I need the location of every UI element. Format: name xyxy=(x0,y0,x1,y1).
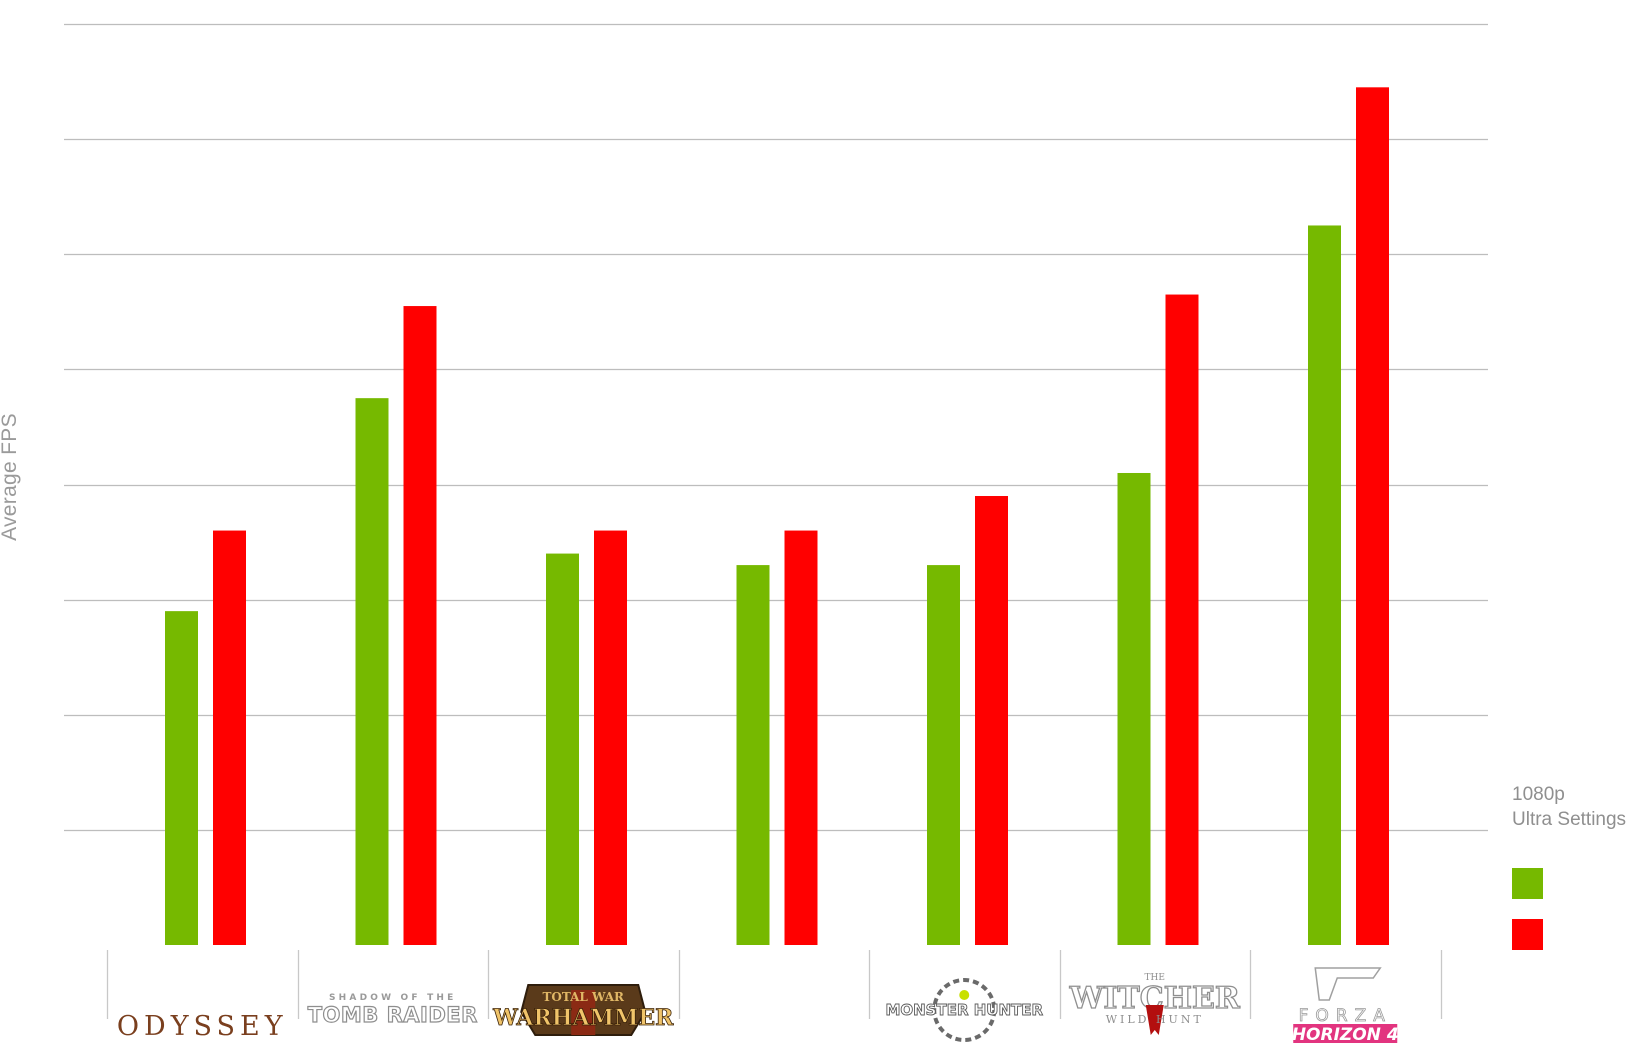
odyssey-logo: ODYSSEY xyxy=(117,1011,288,1042)
bar-red-5 xyxy=(1165,294,1199,945)
warhammer-logo-numeral xyxy=(571,990,596,1035)
bar-red-4 xyxy=(975,496,1008,945)
legend-title-settings: Ultra Settings xyxy=(1512,809,1627,830)
bar-red-3 xyxy=(784,530,818,945)
forza-logo-text: FORZA xyxy=(1299,1006,1392,1026)
witcher-logo-numeral xyxy=(1145,1005,1164,1035)
forza-logo-banner xyxy=(1293,1024,1398,1043)
legend-title-resolution: 1080p xyxy=(1512,784,1565,805)
y-axis-label: Average FPS xyxy=(0,413,21,541)
bar-green-1 xyxy=(355,398,389,945)
legend-swatch-green xyxy=(1512,868,1543,899)
monster-hunter-logo: MONSTER HUNTER xyxy=(885,978,1044,1042)
bar-green-2 xyxy=(546,553,579,945)
warhammer-logo-text: WARHAMMER xyxy=(492,1005,674,1031)
category-axis xyxy=(106,950,1443,1019)
bar-green-6 xyxy=(1308,225,1341,945)
forza-logo-emblem xyxy=(1314,967,1382,1001)
legend-swatch-red xyxy=(1512,919,1543,950)
odyssey-logo-text: ODYSSEY xyxy=(117,1011,288,1042)
monster-hunter-logo-crest xyxy=(932,978,997,1042)
witcher-logo-article: THE xyxy=(1145,973,1165,983)
warhammer-logo-subtitle: TOTAL WAR xyxy=(542,990,625,1004)
bar-red-0 xyxy=(213,530,246,945)
bar-green-5 xyxy=(1117,472,1151,945)
bar-green-3 xyxy=(736,565,770,945)
bar-red-1 xyxy=(403,306,437,945)
legend: 1080p Ultra Settings xyxy=(1512,782,1645,950)
monster-hunter-logo-text: MONSTER HUNTER xyxy=(885,1001,1043,1019)
bars xyxy=(165,87,1389,946)
bar-red-6 xyxy=(1356,87,1389,946)
bar-red-2 xyxy=(594,530,627,945)
forza-logo-subtitle: HORIZON 4 xyxy=(1292,1025,1399,1043)
bar-green-4 xyxy=(927,565,960,945)
bar-green-0 xyxy=(165,611,198,945)
witcher-logo-subtitle: WILD HUNT xyxy=(1106,1013,1204,1026)
gridlines xyxy=(64,23,1488,832)
tomb-raider-logo-text: TOMB RAIDER xyxy=(308,1003,478,1027)
tomb-raider-logo-subtitle: SHADOW OF THE xyxy=(329,993,457,1003)
monster-hunter-logo-gem xyxy=(959,990,970,1000)
